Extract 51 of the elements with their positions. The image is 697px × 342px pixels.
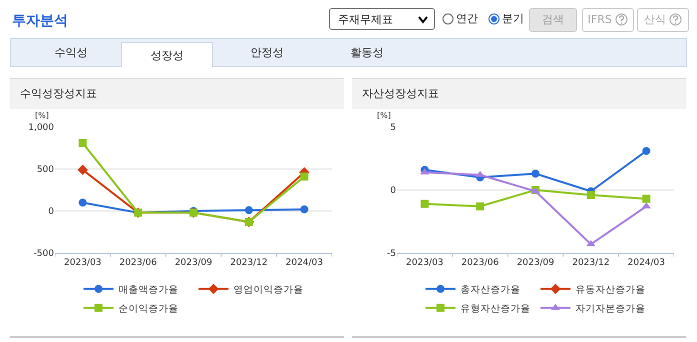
- legend-label: 자기자본증가율: [576, 304, 646, 315]
- point: [78, 164, 88, 176]
- text: 수익성: [54, 45, 88, 61]
- x-tick-label: 2023/12: [230, 258, 268, 268]
- text: 투자분석: [12, 12, 68, 30]
- chart-title: 수익성장성지표: [10, 78, 344, 109]
- y-axis-title: [%]: [377, 111, 391, 120]
- legend-label: 유동자산증가율: [576, 284, 646, 296]
- x-tick-label: 2023/09: [174, 258, 212, 268]
- text: 검색: [542, 13, 564, 26]
- legend-label: 유형자산증가율: [460, 304, 530, 315]
- legend-label: 매출액증가율: [118, 284, 178, 296]
- y-tick-label: -500: [34, 249, 54, 260]
- text: 산식: [644, 13, 666, 26]
- x-tick-label: 2024/03: [628, 258, 665, 268]
- x-tick-label: 2023/09: [516, 258, 554, 268]
- point: [642, 146, 650, 155]
- text: 분기: [502, 12, 524, 25]
- point: [420, 200, 429, 208]
- point: [78, 198, 87, 207]
- point: [78, 138, 87, 147]
- point: [476, 202, 484, 210]
- y-axis-title: [%]: [35, 111, 49, 120]
- point: [586, 191, 595, 200]
- x-tick-label: 2023/12: [572, 258, 610, 268]
- text: 연간: [456, 12, 478, 25]
- y-tick-label: 1,000: [28, 123, 54, 134]
- x-tick-label: 2023/06: [461, 258, 500, 268]
- x-tick-label: 2023/06: [119, 258, 158, 268]
- point: [300, 205, 308, 214]
- text: IFRS: [588, 13, 612, 26]
- text: 주재무제표: [338, 13, 393, 26]
- y-tick-label: -5: [387, 249, 396, 260]
- y-tick-label: 5: [390, 123, 396, 134]
- legend-label: 순이익증가율: [118, 304, 178, 315]
- y-tick-label: 0: [48, 207, 54, 218]
- x-tick-label: 2024/03: [286, 258, 323, 268]
- point: [642, 194, 650, 203]
- point: [532, 170, 540, 178]
- legend-label: 영업이익증가율: [234, 284, 304, 296]
- x-tick-label: 2023/03: [64, 258, 102, 268]
- point: [300, 172, 308, 181]
- x-tick-label: 2023/03: [406, 258, 444, 268]
- legend-label: 총자산증가율: [460, 284, 520, 296]
- text: 활동성: [350, 45, 384, 61]
- y-tick-label: 500: [36, 165, 54, 176]
- chart-title: 자산성장성지표: [352, 78, 686, 109]
- text: 안정성: [250, 45, 284, 61]
- y-tick-label: 0: [390, 186, 396, 196]
- text: 성장성: [121, 42, 213, 67]
- point: [244, 206, 253, 214]
